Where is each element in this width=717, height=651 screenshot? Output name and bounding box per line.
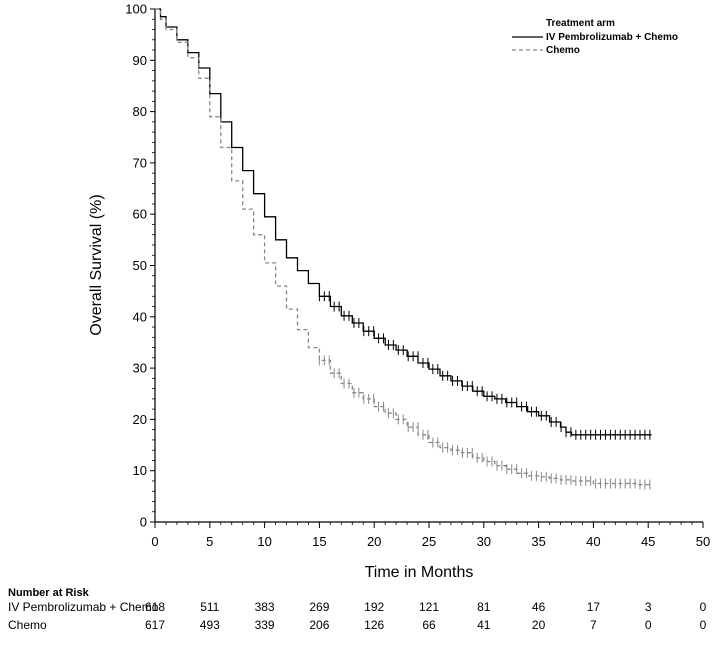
x-tick-label: 20 xyxy=(367,534,381,549)
risk-table-title: Number at Risk xyxy=(8,587,90,599)
number-at-risk-table: Number at Risk IV Pembrolizumab + Chemo … xyxy=(8,587,707,632)
survival-curve-chemo xyxy=(155,8,652,486)
risk-value-pembrolizumab: 618 xyxy=(145,600,165,614)
y-axis-title: Overall Survival (%) xyxy=(88,194,105,335)
y-tick-label: 90 xyxy=(133,53,147,68)
y-tick-label: 30 xyxy=(133,361,147,376)
risk-value-chemo: 126 xyxy=(364,618,384,632)
risk-value-pembrolizumab: 46 xyxy=(532,600,546,614)
risk-value-pembrolizumab: 0 xyxy=(700,600,707,614)
censor-marks xyxy=(318,291,651,490)
legend: Treatment arm IV Pembrolizumab + Chemo C… xyxy=(512,18,678,56)
y-tick-label: 50 xyxy=(133,258,147,273)
y-tick-label: 10 xyxy=(133,463,147,478)
risk-value-chemo: 41 xyxy=(477,618,491,632)
x-tick-label: 10 xyxy=(257,534,271,549)
x-tick-label: 0 xyxy=(151,534,158,549)
risk-value-chemo: 617 xyxy=(145,618,165,632)
risk-values: 618 511 383 269 192 121 81 46 17 3 0 617 493 339 206 12… xyxy=(145,600,707,632)
y-tick-label: 0 xyxy=(140,515,147,530)
risk-value-pembrolizumab: 511 xyxy=(200,600,219,614)
x-tick-label: 40 xyxy=(586,534,600,549)
risk-row-label-chemo: Chemo xyxy=(8,618,47,632)
y-axis-ticks: 0 10 20 30 40 50 60 70 80 90 100 xyxy=(125,2,155,530)
x-tick-label: 15 xyxy=(312,534,326,549)
risk-value-pembrolizumab: 3 xyxy=(645,600,652,614)
risk-value-pembrolizumab: 269 xyxy=(309,600,329,614)
x-tick-label: 30 xyxy=(477,534,491,549)
y-tick-label: 40 xyxy=(133,309,147,324)
risk-value-chemo: 7 xyxy=(590,618,597,632)
x-tick-label: 35 xyxy=(531,534,545,549)
y-tick-label: 100 xyxy=(125,2,147,17)
risk-value-chemo: 493 xyxy=(200,618,220,632)
survival-curve-pembrolizumab xyxy=(155,8,652,436)
y-tick-label: 80 xyxy=(133,104,147,119)
risk-value-pembrolizumab: 192 xyxy=(364,600,384,614)
x-tick-label: 45 xyxy=(641,534,655,549)
x-tick-label: 25 xyxy=(422,534,436,549)
y-tick-label: 60 xyxy=(133,207,147,222)
risk-row-label-pembrolizumab: IV Pembrolizumab + Chemo xyxy=(8,600,159,614)
risk-value-chemo: 20 xyxy=(532,618,546,632)
risk-value-chemo: 339 xyxy=(255,618,275,632)
y-tick-label: 20 xyxy=(133,412,147,427)
risk-value-pembrolizumab: 81 xyxy=(477,600,491,614)
legend-entry-pembrolizumab: IV Pembrolizumab + Chemo xyxy=(546,32,678,43)
legend-title: Treatment arm xyxy=(546,18,615,29)
risk-value-pembrolizumab: 383 xyxy=(255,600,275,614)
risk-value-chemo: 0 xyxy=(645,618,652,632)
x-tick-label: 5 xyxy=(206,534,213,549)
risk-value-chemo: 0 xyxy=(700,618,707,632)
legend-entry-chemo: Chemo xyxy=(546,45,580,56)
x-tick-label: 50 xyxy=(696,534,710,549)
axes xyxy=(154,9,703,523)
y-tick-label: 70 xyxy=(133,155,147,170)
x-axis-ticks: 0 5 10 15 20 25 30 35 40 45 50 xyxy=(151,522,710,549)
risk-value-pembrolizumab: 17 xyxy=(587,600,601,614)
series-layer xyxy=(155,8,652,486)
x-axis-title: Time in Months xyxy=(365,564,474,581)
risk-value-pembrolizumab: 121 xyxy=(419,600,439,614)
risk-value-chemo: 206 xyxy=(309,618,329,632)
risk-value-chemo: 66 xyxy=(422,618,436,632)
